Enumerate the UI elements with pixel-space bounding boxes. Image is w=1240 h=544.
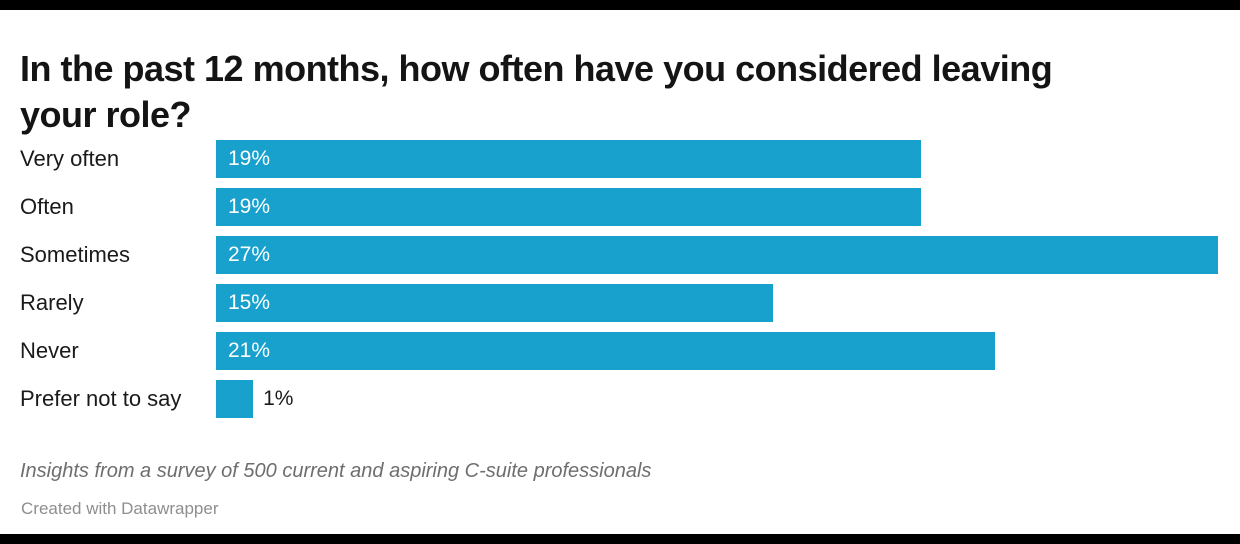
row-label: Sometimes [20,242,131,267]
value-label: 21% [228,339,271,362]
bar-row: Very often 19% [0,140,1240,178]
bar: 15% [216,284,773,322]
row-label: Never [20,338,79,363]
row-label: Prefer not to say [20,386,182,411]
bar-track: 19% [216,188,1218,226]
bar-row: Prefer not to say 1% [0,380,1240,418]
value-label: 19% [228,195,271,218]
datawrapper-attribution: Created with Datawrapper [21,499,219,518]
bottom-frame-bar [0,534,1240,544]
row-label: Very often [20,146,120,171]
bar-row: Sometimes 27% [0,236,1240,274]
value-label: 19% [228,147,271,170]
row-label: Often [20,194,74,219]
value-label: 15% [228,291,271,314]
value-label: 1% [263,387,294,410]
bar-row: Often 19% [0,188,1240,226]
bar: 27% [216,236,1218,274]
page-title: In the past 12 months, how often have yo… [20,48,1053,136]
bar-track: 1% [216,380,1218,418]
chart-notes: Insights from a survey of 500 current an… [20,460,652,482]
bar-track: 21% [216,332,1218,370]
bar-track: 19% [216,140,1218,178]
bar: 19% [216,140,922,178]
bar: 1% [216,380,293,418]
bar-row: Never 21% [0,332,1240,370]
bar-track: 27% [216,236,1218,274]
chart-area: Very often 19% Often 19% Sometimes 27% [0,140,1240,428]
top-frame-bar [0,0,1240,10]
value-label: 27% [228,243,271,266]
bar: 19% [216,188,922,226]
bar-row: Rarely 15% [0,284,1240,322]
row-label: Rarely [20,290,84,315]
bar: 21% [216,332,996,370]
bar-track: 15% [216,284,1218,322]
